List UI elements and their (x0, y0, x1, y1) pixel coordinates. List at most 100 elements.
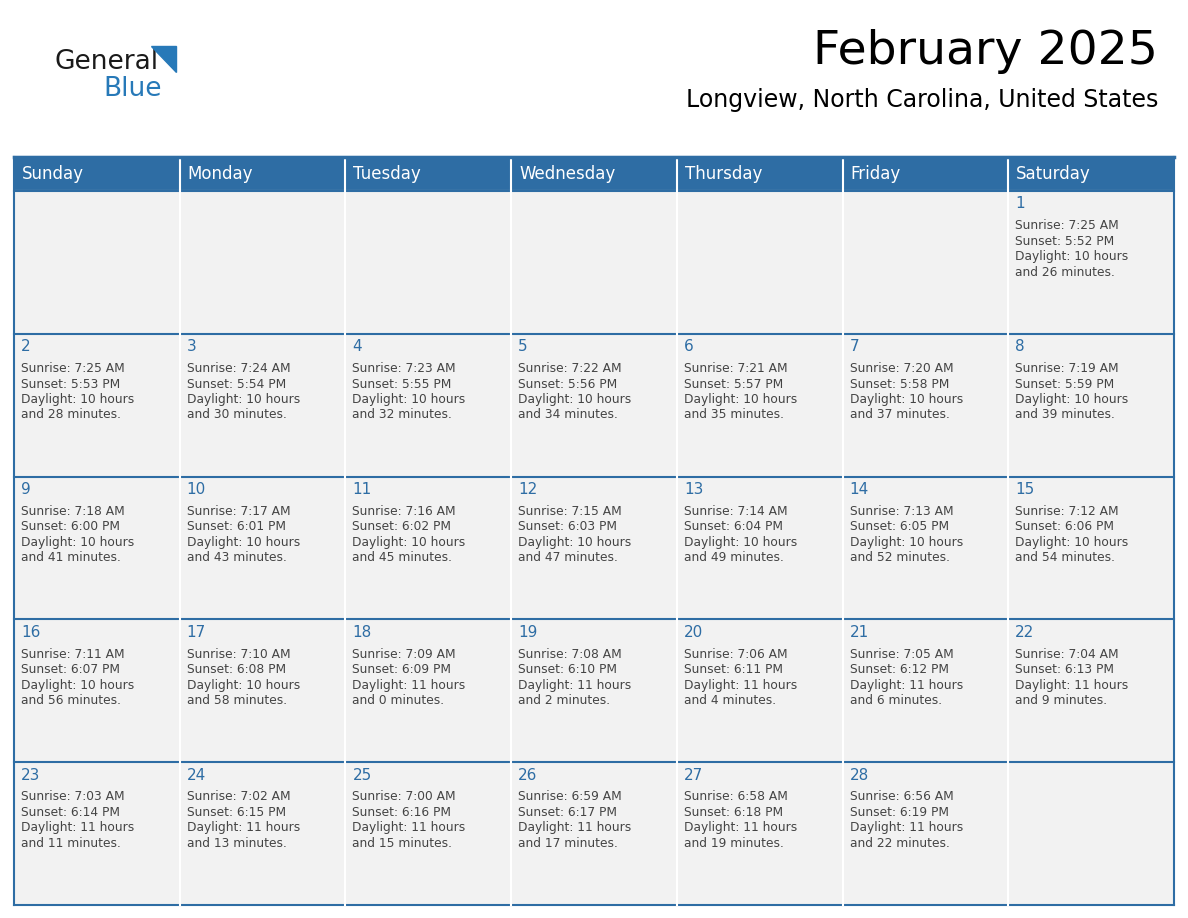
Text: and 49 minutes.: and 49 minutes. (684, 552, 784, 565)
Text: Sunset: 6:00 PM: Sunset: 6:00 PM (21, 521, 120, 533)
Text: Sunrise: 7:24 AM: Sunrise: 7:24 AM (187, 362, 290, 375)
Text: and 13 minutes.: and 13 minutes. (187, 837, 286, 850)
Text: Sunrise: 7:03 AM: Sunrise: 7:03 AM (21, 790, 125, 803)
Bar (511, 157, 677, 191)
Text: Sunset: 5:57 PM: Sunset: 5:57 PM (684, 377, 783, 390)
Text: 25: 25 (353, 767, 372, 783)
Text: Daylight: 11 hours: Daylight: 11 hours (353, 822, 466, 834)
Text: Sunset: 5:56 PM: Sunset: 5:56 PM (518, 377, 618, 390)
Text: Sunset: 6:09 PM: Sunset: 6:09 PM (353, 663, 451, 676)
Text: Daylight: 10 hours: Daylight: 10 hours (684, 536, 797, 549)
Text: and 47 minutes.: and 47 minutes. (518, 552, 618, 565)
Text: Sunset: 5:54 PM: Sunset: 5:54 PM (187, 377, 286, 390)
Text: Tuesday: Tuesday (353, 165, 422, 183)
Text: Sunset: 6:05 PM: Sunset: 6:05 PM (849, 521, 949, 533)
Text: and 37 minutes.: and 37 minutes. (849, 409, 949, 421)
Text: Daylight: 10 hours: Daylight: 10 hours (1016, 251, 1129, 263)
Polygon shape (151, 46, 176, 72)
Text: and 41 minutes.: and 41 minutes. (21, 552, 121, 565)
Bar (179, 476, 346, 620)
Bar (1009, 762, 1174, 905)
Bar (677, 476, 842, 620)
Text: and 17 minutes.: and 17 minutes. (518, 837, 618, 850)
Bar (1009, 191, 1174, 334)
Text: Thursday: Thursday (684, 165, 763, 183)
Text: 23: 23 (21, 767, 40, 783)
Bar (511, 334, 677, 476)
Text: Sunrise: 7:13 AM: Sunrise: 7:13 AM (849, 505, 953, 518)
Text: Sunrise: 7:08 AM: Sunrise: 7:08 AM (518, 647, 621, 661)
Text: Sunrise: 6:59 AM: Sunrise: 6:59 AM (518, 790, 621, 803)
Text: Sunrise: 7:21 AM: Sunrise: 7:21 AM (684, 362, 788, 375)
Text: Sunset: 6:17 PM: Sunset: 6:17 PM (518, 806, 617, 819)
Text: Daylight: 10 hours: Daylight: 10 hours (21, 536, 134, 549)
Text: 4: 4 (353, 340, 362, 354)
Text: 27: 27 (684, 767, 703, 783)
Text: 10: 10 (187, 482, 206, 498)
Text: and 54 minutes.: and 54 minutes. (1016, 552, 1116, 565)
Bar (179, 762, 346, 905)
Text: and 4 minutes.: and 4 minutes. (684, 694, 776, 707)
Text: Sunrise: 7:19 AM: Sunrise: 7:19 AM (1016, 362, 1119, 375)
Text: Daylight: 11 hours: Daylight: 11 hours (849, 822, 962, 834)
Bar (346, 334, 511, 476)
Text: 8: 8 (1016, 340, 1025, 354)
Text: Sunset: 6:11 PM: Sunset: 6:11 PM (684, 663, 783, 676)
Text: Sunset: 6:08 PM: Sunset: 6:08 PM (187, 663, 286, 676)
Bar (14, 157, 179, 191)
Bar (842, 191, 1009, 334)
Text: 7: 7 (849, 340, 859, 354)
Text: 1: 1 (1016, 196, 1025, 211)
Bar (1009, 620, 1174, 762)
Bar (511, 191, 677, 334)
Text: Daylight: 11 hours: Daylight: 11 hours (1016, 678, 1129, 691)
Text: February 2025: February 2025 (813, 29, 1158, 74)
Text: Daylight: 11 hours: Daylight: 11 hours (518, 678, 631, 691)
Text: Daylight: 10 hours: Daylight: 10 hours (21, 678, 134, 691)
Text: 22: 22 (1016, 625, 1035, 640)
Text: Sunset: 6:16 PM: Sunset: 6:16 PM (353, 806, 451, 819)
Text: Sunset: 6:19 PM: Sunset: 6:19 PM (849, 806, 948, 819)
Text: and 58 minutes.: and 58 minutes. (187, 694, 286, 707)
Text: Sunrise: 7:23 AM: Sunrise: 7:23 AM (353, 362, 456, 375)
Text: Sunset: 5:53 PM: Sunset: 5:53 PM (21, 377, 120, 390)
Text: Daylight: 10 hours: Daylight: 10 hours (518, 536, 631, 549)
Text: and 32 minutes.: and 32 minutes. (353, 409, 453, 421)
Text: 17: 17 (187, 625, 206, 640)
Bar (1009, 157, 1174, 191)
Text: and 15 minutes.: and 15 minutes. (353, 837, 453, 850)
Bar (179, 157, 346, 191)
Bar (14, 762, 179, 905)
Text: Sunset: 6:18 PM: Sunset: 6:18 PM (684, 806, 783, 819)
Text: Daylight: 11 hours: Daylight: 11 hours (21, 822, 134, 834)
Text: Friday: Friday (851, 165, 901, 183)
Text: 28: 28 (849, 767, 868, 783)
Text: Sunset: 6:07 PM: Sunset: 6:07 PM (21, 663, 120, 676)
Text: Daylight: 10 hours: Daylight: 10 hours (1016, 393, 1129, 406)
Text: and 19 minutes.: and 19 minutes. (684, 837, 784, 850)
Text: General: General (55, 49, 159, 75)
Text: 18: 18 (353, 625, 372, 640)
Text: 5: 5 (518, 340, 527, 354)
Text: and 43 minutes.: and 43 minutes. (187, 552, 286, 565)
Bar (677, 762, 842, 905)
Text: Sunset: 6:06 PM: Sunset: 6:06 PM (1016, 521, 1114, 533)
Text: Sunset: 6:04 PM: Sunset: 6:04 PM (684, 521, 783, 533)
Text: 20: 20 (684, 625, 703, 640)
Bar (1009, 334, 1174, 476)
Text: Sunrise: 7:11 AM: Sunrise: 7:11 AM (21, 647, 125, 661)
Bar (677, 191, 842, 334)
Text: and 11 minutes.: and 11 minutes. (21, 837, 121, 850)
Text: 15: 15 (1016, 482, 1035, 498)
Text: and 34 minutes.: and 34 minutes. (518, 409, 618, 421)
Bar (346, 762, 511, 905)
Text: Daylight: 10 hours: Daylight: 10 hours (518, 393, 631, 406)
Text: Sunset: 5:55 PM: Sunset: 5:55 PM (353, 377, 451, 390)
Text: Daylight: 10 hours: Daylight: 10 hours (187, 678, 299, 691)
Text: 19: 19 (518, 625, 537, 640)
Text: and 2 minutes.: and 2 minutes. (518, 694, 611, 707)
Text: Daylight: 11 hours: Daylight: 11 hours (187, 822, 299, 834)
Text: Sunset: 6:14 PM: Sunset: 6:14 PM (21, 806, 120, 819)
Text: Daylight: 11 hours: Daylight: 11 hours (849, 678, 962, 691)
Text: Sunrise: 6:58 AM: Sunrise: 6:58 AM (684, 790, 788, 803)
